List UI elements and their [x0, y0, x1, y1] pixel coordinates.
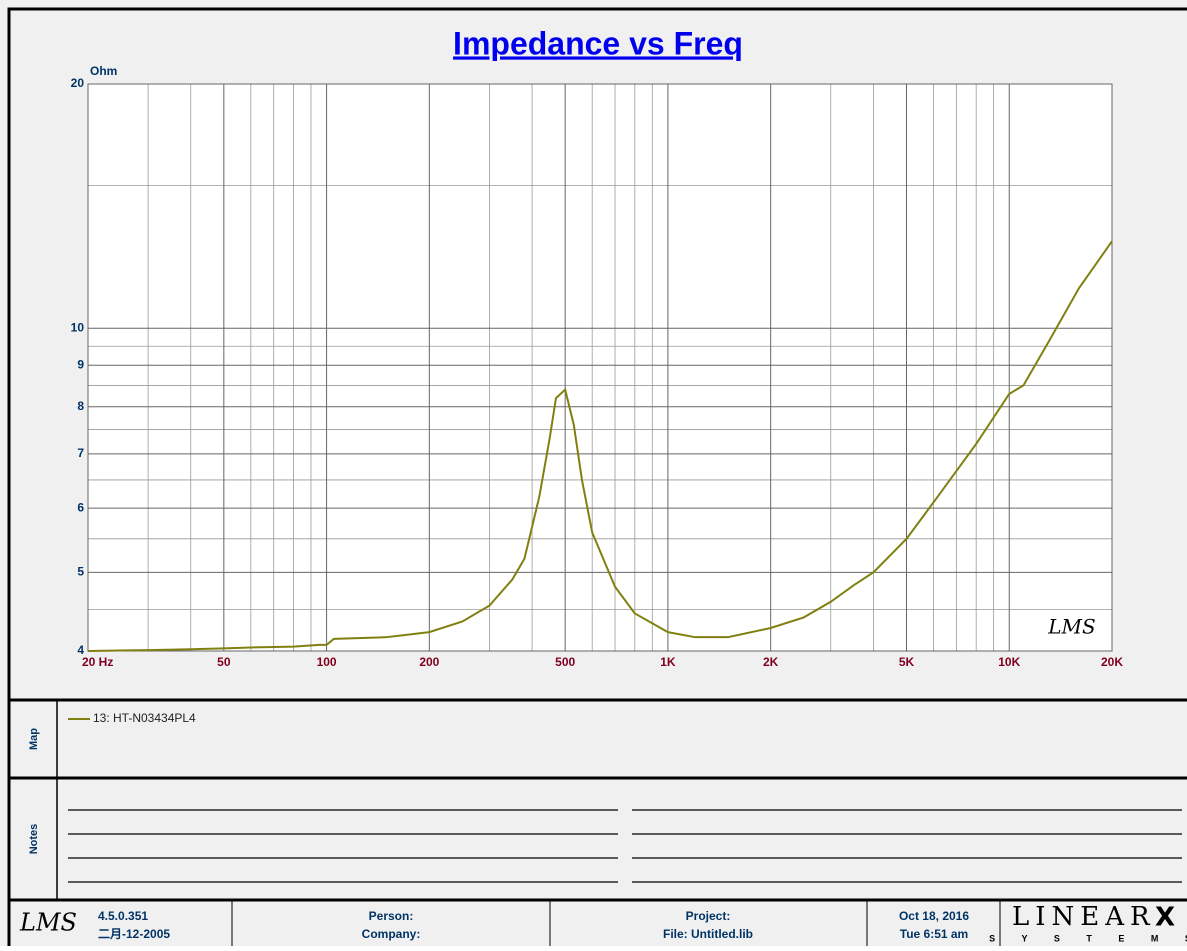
version-date: 二月-12-2005	[98, 927, 170, 941]
notes-label: Notes	[28, 824, 40, 855]
file: File: Untitled.lib	[663, 927, 753, 941]
x-tick-label: 2K	[763, 655, 779, 669]
y-tick-label: 4	[77, 643, 84, 657]
person: Person:	[369, 909, 414, 923]
brand-sub: S Y S T E M S	[989, 933, 1187, 943]
x-tick-label: 10K	[998, 655, 1020, 669]
x-tick-label: 50	[217, 655, 231, 669]
y-tick-label: 5	[77, 565, 84, 579]
footer-logo: LMS	[19, 909, 77, 937]
y-tick-label: 8	[77, 399, 84, 413]
y-tick-label: 6	[77, 500, 84, 514]
time: Tue 6:51 am	[900, 927, 968, 941]
plot-area	[87, 83, 1113, 652]
y-tick-label: 7	[77, 446, 84, 460]
y-unit: Ohm	[90, 64, 117, 78]
project: Project:	[686, 909, 731, 923]
y-tick-label: 10	[71, 320, 85, 334]
map-label: Map	[28, 728, 40, 750]
x-tick-label: 200	[419, 655, 439, 669]
brand-x: X	[1155, 903, 1175, 933]
y-tick-label: 20	[71, 76, 85, 90]
x-tick-label: 5K	[899, 655, 915, 669]
logo: LMS	[1047, 615, 1095, 639]
data-line	[87, 240, 1113, 652]
brand: LINEAR	[1012, 902, 1156, 932]
frame	[7, 7, 1187, 951]
version: 4.5.0.351	[98, 909, 148, 923]
x-tick-label: 1K	[660, 655, 676, 669]
x-tick-label: 100	[317, 655, 337, 669]
company: Company:	[362, 927, 421, 941]
x-tick-label: 500	[555, 655, 575, 669]
x-tick-label: 20 Hz	[82, 655, 113, 669]
chart-title: Impedance vs Freq	[453, 25, 743, 61]
date: Oct 18, 2016	[899, 909, 969, 923]
y-tick-label: 9	[77, 357, 84, 371]
legend-label: 13: HT-N03434PL4	[93, 711, 196, 725]
x-tick-label: 20K	[1101, 655, 1123, 669]
